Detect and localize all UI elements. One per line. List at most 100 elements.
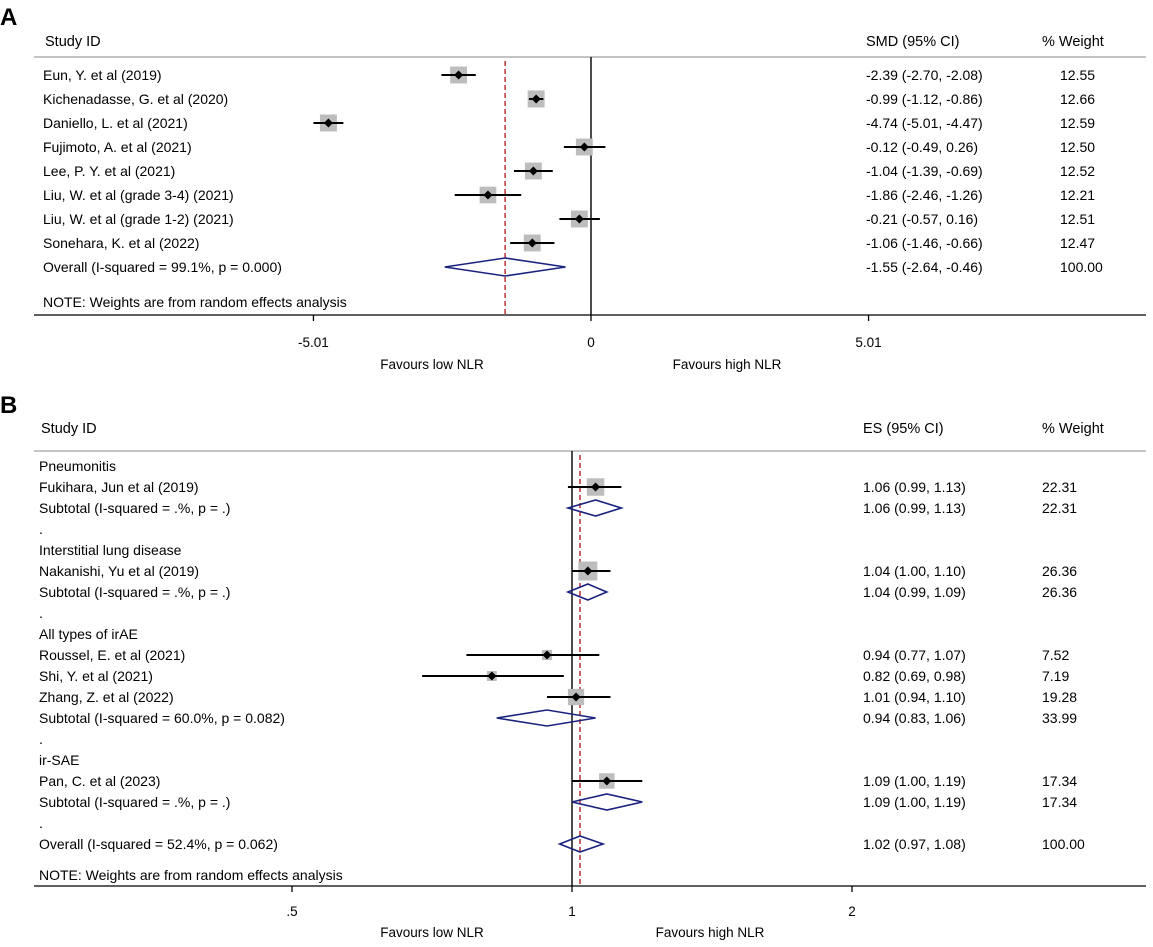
panel-a-ci-text: -1.86 (-2.46, -1.26) <box>866 187 983 203</box>
panel-a-header-study: Study ID <box>45 34 101 50</box>
panel-a-label: A <box>0 4 17 31</box>
panel-a-row-label: Liu, W. et al (grade 1-2) (2021) <box>43 211 234 227</box>
panel-b-row-label: Subtotal (I-squared = .%, p = .) <box>39 500 230 516</box>
panel-b-row-label: ir-SAE <box>39 752 79 768</box>
panel-b-point-estimate <box>571 692 581 702</box>
panel-a-point-estimate <box>579 142 589 152</box>
panel-a-row-label: Kichenadasse, G. et al (2020) <box>43 91 228 107</box>
panel-a-ci-text: -0.12 (-0.49, 0.26) <box>866 139 978 155</box>
panel-a-weight-text: 12.66 <box>1060 91 1095 107</box>
panel-b-ci-text: 1.09 (1.00, 1.19) <box>863 794 966 810</box>
panel-a-ci-text: -0.21 (-0.57, 0.16) <box>866 211 978 227</box>
panel-b-row-label: All types of irAE <box>39 626 138 642</box>
panel-b-ci-text: 1.04 (0.99, 1.09) <box>863 584 966 600</box>
panel-b-weight-text: 22.31 <box>1042 479 1077 495</box>
panel-b-weight-text: 22.31 <box>1042 500 1077 516</box>
panel-a-point-estimate <box>483 190 493 200</box>
panel-b-pooled-diamond <box>557 835 606 853</box>
panel-b-weight-text: 26.36 <box>1042 584 1077 600</box>
panel-b-row-label: . <box>39 815 43 831</box>
panel-a-note: NOTE: Weights are from random effects an… <box>43 294 347 310</box>
panel-b-weight-text: 19.28 <box>1042 689 1077 705</box>
panel-a-point-estimate <box>574 214 584 224</box>
panel-b-point-estimate <box>583 566 593 576</box>
panel-b-row-label: Shi, Y. et al (2021) <box>39 668 153 684</box>
panel-a-point-estimate <box>454 70 464 80</box>
panel-a-tick-label: 5.01 <box>855 335 881 350</box>
panel-b-row-label: Pan, C. et al (2023) <box>39 773 160 789</box>
panel-b-row-label: . <box>39 731 43 747</box>
panel-a-row-label: Daniello, L. et al (2021) <box>43 115 188 131</box>
panel-b-header-weight: % Weight <box>1042 421 1104 437</box>
panel-a-row-label: Overall (I-squared = 99.1%, p = 0.000) <box>43 259 282 275</box>
panel-a-header-effect: SMD (95% CI) <box>866 34 959 50</box>
panel-b-row-label: Zhang, Z. et al (2022) <box>39 689 174 705</box>
panel-b-point-estimate <box>602 776 612 786</box>
panel-b-ci-text: 1.09 (1.00, 1.19) <box>863 773 966 789</box>
panel-b-tick-label: .5 <box>286 904 297 919</box>
panel-b-weight-text: 100.00 <box>1042 836 1085 852</box>
panel-b-row-label: Interstitial lung disease <box>39 542 182 558</box>
panel-b-header-effect: ES (95% CI) <box>863 421 944 437</box>
panel-b-ci-text: 1.04 (1.00, 1.10) <box>863 563 966 579</box>
panel-b-point-estimate <box>542 650 552 660</box>
panel-a-weight-text: 12.47 <box>1060 235 1095 251</box>
panel-a-weight-text: 12.21 <box>1060 187 1095 203</box>
panel-b-ci-text: 0.82 (0.69, 0.98) <box>863 668 966 684</box>
panel-a-row-label: Liu, W. et al (grade 3-4) (2021) <box>43 187 234 203</box>
panel-b-pooled-diamond <box>571 793 643 811</box>
panel-b-tick-label: 1 <box>568 904 576 919</box>
panel-b-row-label: Subtotal (I-squared = .%, p = .) <box>39 584 230 600</box>
panel-b-row-label: Subtotal (I-squared = .%, p = .) <box>39 794 230 810</box>
panel-a-ci-text: -0.99 (-1.12, -0.86) <box>866 91 983 107</box>
panel-b-point-estimate <box>591 482 601 492</box>
panel-a-favours-left: Favours low NLR <box>380 357 484 372</box>
panel-b-row-label: . <box>39 521 43 537</box>
panel-b-header-study: Study ID <box>41 421 97 437</box>
panel-b-weight-text: 17.34 <box>1042 773 1077 789</box>
panel-a-ci-text: -1.55 (-2.64, -0.46) <box>866 259 983 275</box>
panel-b-note: NOTE: Weights are from random effects an… <box>39 867 343 883</box>
panel-a-row-label: Eun, Y. et al (2019) <box>43 67 162 83</box>
panel-b-weight-text: 33.99 <box>1042 710 1077 726</box>
panel-a-weight-text: 12.51 <box>1060 211 1095 227</box>
panel-b-weight-text: 17.34 <box>1042 794 1077 810</box>
panel-b-label: B <box>0 392 17 419</box>
panel-b-point-estimate <box>487 671 497 681</box>
panel-a-weight-text: 12.59 <box>1060 115 1095 131</box>
panel-b-ci-text: 0.94 (0.77, 1.07) <box>863 647 966 663</box>
panel-a-ci-text: -1.06 (-1.46, -0.66) <box>866 235 983 251</box>
panel-a-row-label: Fujimoto, A. et al (2021) <box>43 139 192 155</box>
panel-b-row-label: Roussel, E. et al (2021) <box>39 647 185 663</box>
panel-b-ci-text: 1.06 (0.99, 1.13) <box>863 479 966 495</box>
panel-b-weight-text: 26.36 <box>1042 563 1077 579</box>
panel-b-row-label: Nakanishi, Yu et al (2019) <box>39 563 199 579</box>
panel-a-ci-text: -4.74 (-5.01, -4.47) <box>866 115 983 131</box>
panel-a-point-estimate <box>528 166 538 176</box>
panel-a-row-label: Lee, P. Y. et al (2021) <box>43 163 175 179</box>
panel-b-pooled-diamond <box>565 499 625 517</box>
panel-b-favours-right: Favours high NLR <box>656 925 765 940</box>
panel-b-weight-text: 7.52 <box>1042 647 1069 663</box>
panel-b-pooled-diamond <box>565 583 609 601</box>
panel-a-pooled-diamond <box>444 257 566 277</box>
panel-b-pooled-diamond <box>496 709 596 727</box>
panel-b-ci-text: 1.02 (0.97, 1.08) <box>863 836 966 852</box>
panel-a-point-estimate <box>527 238 537 248</box>
panel-a-tick-label: -5.01 <box>298 335 329 350</box>
panel-b-weight-text: 7.19 <box>1042 668 1069 684</box>
panel-a-point-estimate <box>531 94 541 104</box>
panel-b-tick-label: 2 <box>848 904 856 919</box>
panel-b-favours-left: Favours low NLR <box>380 925 484 940</box>
panel-b-row-label: . <box>39 605 43 621</box>
panel-a-weight-text: 12.52 <box>1060 163 1095 179</box>
panel-b-ci-text: 1.01 (0.94, 1.10) <box>863 689 966 705</box>
panel-a-ci-text: -2.39 (-2.70, -2.08) <box>866 67 983 83</box>
panel-a-header-weight: % Weight <box>1042 34 1104 50</box>
panel-b-ci-text: 0.94 (0.83, 1.06) <box>863 710 966 726</box>
panel-a-ci-text: -1.04 (-1.39, -0.69) <box>866 163 983 179</box>
panel-a-favours-right: Favours high NLR <box>673 357 782 372</box>
panel-b-row-label: Overall (I-squared = 52.4%, p = 0.062) <box>39 836 278 852</box>
panel-a-weight-text: 100.00 <box>1060 259 1103 275</box>
